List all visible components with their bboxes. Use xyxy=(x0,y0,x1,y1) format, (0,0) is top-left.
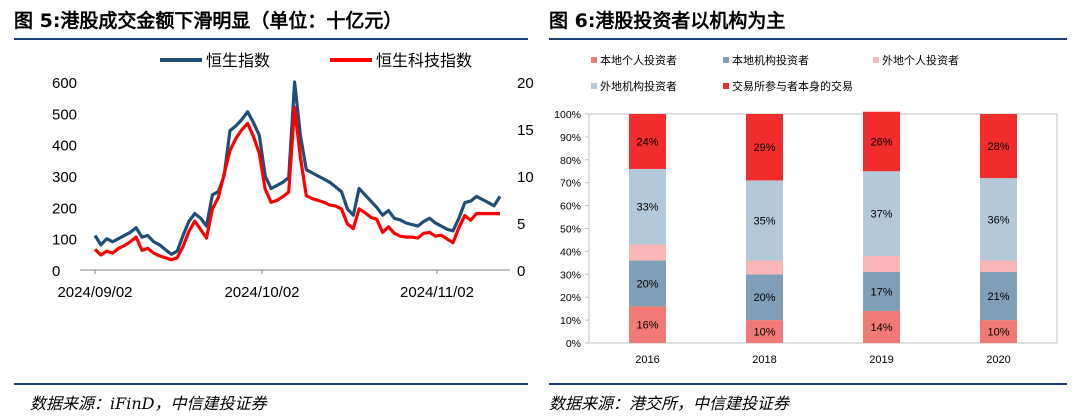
bar-data-label: 21% xyxy=(987,291,1009,303)
bar-data-label: 35% xyxy=(753,215,775,227)
bar-segment xyxy=(980,320,1017,343)
legend-swatch xyxy=(591,57,597,63)
bar-segment xyxy=(629,168,666,245)
bar-segment xyxy=(980,178,1017,261)
left-chart-title: 图 5:港股成交金额下滑明显（单位：十亿元） xyxy=(14,10,403,32)
x-tick-label: 2024/09/02 xyxy=(57,284,132,301)
bar-data-label: 10% xyxy=(753,327,775,339)
bar-chart-bars: 16% 20% 33% 24% 10% 20% 35% 29% 14% 17% 37% 26% 10% 2… xyxy=(629,111,1017,343)
bar-data-label: 17% xyxy=(870,286,892,298)
bar-data-label: 33% xyxy=(636,202,658,214)
legend-label: 恒生指数 xyxy=(206,52,270,70)
bar-data-label: 16% xyxy=(636,320,658,332)
y-tick-label: 60% xyxy=(560,201,581,213)
y-left-tick-label: 500 xyxy=(52,106,77,123)
right-source-note: 数据来源：港交所，中信建投证券 xyxy=(549,394,790,413)
left-source-rule xyxy=(14,383,528,385)
bar-segment xyxy=(863,255,900,273)
y-left-tick-label: 100 xyxy=(52,232,77,249)
y-tick-label: 100% xyxy=(554,109,581,121)
legend-swatch xyxy=(873,57,879,63)
bar-data-label: 37% xyxy=(870,209,892,221)
bar-segment xyxy=(629,260,666,307)
y-tick-label: 40% xyxy=(560,246,581,258)
y-left-tick-label: 0 xyxy=(52,263,60,280)
bar-segment xyxy=(980,114,1017,179)
y-tick-label: 90% xyxy=(560,132,581,144)
line-chart-axes: 0 100 200 300 400 500 600 0 5 10 15 20 2024/09/02 202… xyxy=(52,75,534,301)
y-left-tick-label: 400 xyxy=(52,138,77,155)
legend-label: 外地机构投资者 xyxy=(600,79,677,93)
bar-segment xyxy=(746,114,783,181)
legend-label: 外地个人投资者 xyxy=(882,53,959,67)
y-right-tick-label: 5 xyxy=(517,216,525,233)
y-right-tick-label: 10 xyxy=(517,169,534,186)
bar-segment xyxy=(863,310,900,343)
y-tick-label: 50% xyxy=(560,224,581,236)
bar-segment xyxy=(746,274,783,321)
left-source-note: 数据来源：iFinD，中信建投证券 xyxy=(30,394,267,413)
right-title-rule xyxy=(549,38,1067,40)
series-line-hsi xyxy=(93,80,502,256)
y-right-tick-label: 0 xyxy=(517,263,525,280)
line-chart-series xyxy=(93,80,502,262)
y-right-tick-label: 15 xyxy=(517,122,534,139)
bar-segment xyxy=(863,171,900,256)
bar-data-label: 26% xyxy=(870,136,892,148)
bar-segment xyxy=(629,244,666,261)
bar-data-label: 29% xyxy=(753,142,775,154)
legend-label: 恒生科技指数 xyxy=(376,52,472,70)
line-chart-legend: 恒生指数 恒生科技指数 xyxy=(160,52,472,70)
y-tick-label: 0% xyxy=(566,338,581,350)
bar-data-label: 20% xyxy=(753,292,775,304)
x-tick-label: 2016 xyxy=(635,354,659,366)
y-tick-label: 10% xyxy=(560,315,581,327)
y-tick-label: 80% xyxy=(560,155,581,167)
left-title-rule xyxy=(14,38,528,40)
bar-segment xyxy=(629,306,666,343)
bar-segment xyxy=(746,260,783,275)
bar-segment xyxy=(746,180,783,261)
bar-data-label: 20% xyxy=(636,278,658,290)
bar-segment xyxy=(863,111,900,172)
legend-swatch xyxy=(591,83,597,89)
bar-data-label: 14% xyxy=(870,322,892,334)
y-left-tick-label: 300 xyxy=(52,169,77,186)
y-tick-label: 70% xyxy=(560,178,581,190)
bar-chart-axes: 0% 10% 20% 30% 40% 50% 60% 70% 80% 90% 100% 2016 201… xyxy=(554,109,1058,366)
y-tick-label: 30% xyxy=(560,269,581,281)
y-left-tick-label: 200 xyxy=(52,200,77,217)
legend-swatch xyxy=(723,83,729,89)
x-tick-label: 2018 xyxy=(752,354,776,366)
legend-label: 本地个人投资者 xyxy=(600,53,677,67)
right-chart-title: 图 6:港股投资者以机构为主 xyxy=(549,10,786,32)
bar-data-label: 10% xyxy=(987,327,1009,339)
x-tick-label: 2024/10/02 xyxy=(224,284,299,301)
series-line-hstech xyxy=(93,105,500,262)
y-left-tick-label: 600 xyxy=(52,75,77,92)
legend-swatch xyxy=(723,57,729,63)
legend-label: 本地机构投资者 xyxy=(732,53,809,67)
bar-data-label: 24% xyxy=(636,136,658,148)
y-tick-label: 20% xyxy=(560,292,581,304)
bar-segment xyxy=(629,114,666,169)
y-right-tick-label: 20 xyxy=(517,75,534,92)
x-tick-label: 2019 xyxy=(869,354,893,366)
bar-data-label: 28% xyxy=(987,141,1009,153)
right-source-rule xyxy=(549,383,1067,385)
line-chart: 0 100 200 300 400 500 600 0 5 10 15 20 2024/09/02 202… xyxy=(52,52,534,301)
x-tick-label: 2024/11/02 xyxy=(400,284,474,301)
bar-segment xyxy=(980,260,1017,273)
legend-label: 交易所参与者本身的交易 xyxy=(732,79,853,93)
bar-data-label: 36% xyxy=(987,214,1009,226)
bar-segment xyxy=(746,320,783,343)
bar-segment xyxy=(863,272,900,311)
bar-segment xyxy=(980,272,1017,321)
x-tick-label: 2020 xyxy=(986,354,1010,366)
